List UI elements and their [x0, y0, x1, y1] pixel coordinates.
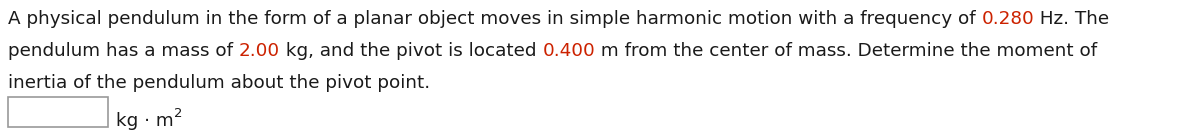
Text: 0.400: 0.400 — [542, 42, 595, 60]
Text: kg, and the pivot is located: kg, and the pivot is located — [281, 42, 542, 60]
Text: m from the center of mass. Determine the moment of: m from the center of mass. Determine the… — [595, 42, 1097, 60]
Text: 2: 2 — [174, 107, 183, 120]
Text: kg · m: kg · m — [116, 112, 174, 130]
Text: Hz. The: Hz. The — [1034, 10, 1109, 28]
Text: A physical pendulum in the form of a planar object moves in simple harmonic moti: A physical pendulum in the form of a pla… — [8, 10, 981, 28]
Text: inertia of the pendulum about the pivot point.: inertia of the pendulum about the pivot … — [8, 74, 430, 92]
Text: pendulum has a mass of: pendulum has a mass of — [8, 42, 239, 60]
FancyBboxPatch shape — [8, 97, 107, 127]
Text: 2.00: 2.00 — [239, 42, 281, 60]
Text: 0.280: 0.280 — [981, 10, 1034, 28]
